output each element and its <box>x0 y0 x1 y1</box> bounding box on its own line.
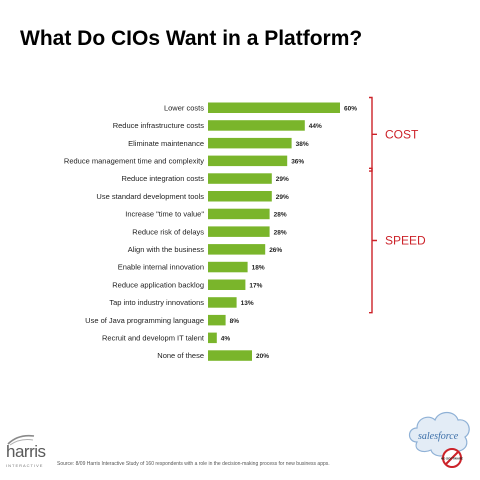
bar <box>208 226 270 237</box>
harris-logo-subtitle: INTERACTIVE <box>6 463 44 468</box>
value-label: 8% <box>230 318 240 325</box>
category-label: Tap into industry innovations <box>109 298 204 307</box>
bar <box>208 208 270 220</box>
value-label: 26% <box>269 247 282 254</box>
category-label: Align with the business <box>128 245 205 254</box>
category-label: Eliminate maintenance <box>128 139 204 148</box>
harris-swoosh-icon <box>7 434 35 446</box>
bar <box>208 120 305 131</box>
bar <box>208 314 226 326</box>
bar <box>208 279 246 290</box>
category-label: Reduce infrastructure costs <box>113 121 205 130</box>
value-label: 18% <box>252 265 265 272</box>
harris-interactive-logo: harris INTERACTIVE <box>6 432 66 472</box>
bar <box>208 297 237 308</box>
value-label: 28% <box>274 229 287 236</box>
source-note: Source: 8/09 Harris Interactive Study of… <box>57 461 330 467</box>
page-title: What Do CIOs Want in a Platform? <box>20 27 363 50</box>
value-label: 13% <box>241 300 254 307</box>
value-label: 29% <box>276 176 289 183</box>
group-bracket <box>369 167 377 314</box>
category-label: Use standard development tools <box>96 192 204 201</box>
value-label: 44% <box>309 123 322 130</box>
bar <box>208 332 217 344</box>
group-label: COST <box>385 127 419 141</box>
category-label: Recruit and developm IT talent <box>102 333 205 342</box>
value-label: 38% <box>296 141 309 148</box>
value-label: 20% <box>256 353 269 360</box>
category-label: None of these <box>157 351 204 360</box>
group-label: SPEED <box>385 234 426 248</box>
bar <box>208 155 288 167</box>
salesforce-logo: salesforce NO SOFTWARE <box>408 411 470 468</box>
category-label: Increase "time to value" <box>125 210 204 219</box>
bar <box>208 191 272 202</box>
salesforce-logo-word: salesforce <box>418 431 459 442</box>
value-label: 29% <box>276 194 289 201</box>
cloud-shape <box>408 411 470 457</box>
group-bracket <box>369 96 377 172</box>
category-label: Reduce management time and complexity <box>64 156 204 165</box>
category-label: Reduce risk of delays <box>132 227 204 236</box>
no-software-badge-text: NO SOFTWARE <box>441 457 463 461</box>
category-label: Reduce application backlog <box>112 280 204 289</box>
category-label: Lower costs <box>164 103 204 112</box>
bars-layer: Lower costs 60% Reduce infrastructure cost… <box>64 102 357 361</box>
bar <box>208 137 292 149</box>
bar <box>208 350 252 361</box>
group-brackets: COST SPEED <box>369 96 426 314</box>
value-label: 60% <box>344 105 357 112</box>
value-label: 36% <box>291 158 304 165</box>
bar <box>208 244 266 255</box>
harris-logo-word: harris <box>6 442 46 461</box>
category-label: Enable internal innovation <box>118 263 204 272</box>
bar <box>208 261 248 273</box>
value-label: 28% <box>274 212 287 219</box>
value-label: 4% <box>221 335 231 342</box>
category-label: Reduce integration costs <box>121 174 204 183</box>
bar <box>208 173 272 184</box>
value-label: 17% <box>249 282 262 289</box>
bar <box>208 102 340 113</box>
category-label: Use of Java programming language <box>85 316 204 325</box>
